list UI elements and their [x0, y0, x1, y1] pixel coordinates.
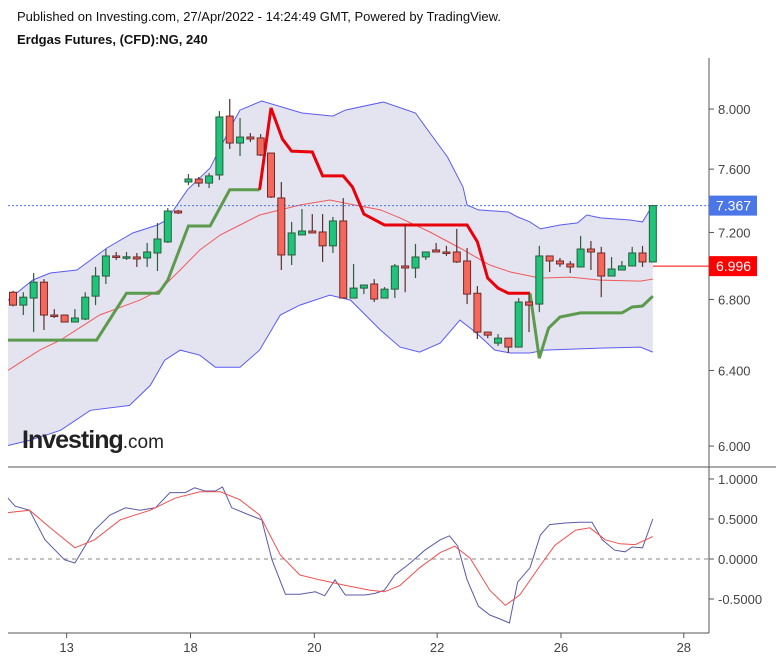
investing-logo: Investing.com [22, 426, 164, 454]
y-tick-label: 6.400 [718, 363, 751, 378]
x-tick-label: 28 [677, 640, 691, 655]
candle-up [628, 252, 637, 267]
candle-down [452, 251, 461, 263]
candle-down [308, 230, 317, 234]
osc-y-tick-label: 0.0000 [718, 552, 758, 567]
candle-down [442, 251, 451, 254]
candle-up [297, 230, 306, 236]
candle-down [225, 115, 234, 144]
chart-title: Erdgas Futures, (CFD):NG, 240 [17, 32, 208, 47]
y-tick-label: 7.200 [718, 225, 751, 240]
last-price-badge [709, 195, 757, 216]
candle-down [39, 281, 48, 316]
supertrend-down-line [258, 107, 530, 295]
last-price-label: 7.367 [716, 198, 751, 214]
candle-up [19, 296, 28, 306]
candle-up [91, 275, 100, 297]
candle-up [122, 256, 131, 259]
candle-up [29, 281, 38, 299]
osc-y-tick-label: -0.5000 [718, 592, 762, 607]
supertrend-up-line [8, 188, 260, 342]
marker-price-badge [709, 256, 757, 277]
candle-up [421, 251, 430, 258]
x-tick-label: 13 [59, 640, 73, 655]
candle-up [184, 178, 193, 183]
candle-up [143, 251, 152, 259]
candle-up [328, 220, 337, 247]
candle-up [236, 136, 245, 144]
candle-up [648, 205, 657, 263]
bollinger-upper-line [7, 100, 654, 301]
candle-down [256, 137, 265, 156]
candle-up [81, 296, 90, 320]
candle-up [349, 287, 358, 299]
candle-down [267, 152, 275, 198]
candle-down [483, 331, 492, 336]
x-tick-label: 22 [430, 640, 444, 655]
candle-down [9, 291, 17, 306]
y-tick-label: 6.000 [718, 439, 751, 454]
candle-down [432, 249, 441, 253]
candle-down [50, 314, 59, 318]
published-note: Published on Investing.com, 27/Apr/2022 … [17, 9, 501, 24]
candle-down [60, 314, 69, 323]
candle-up [70, 317, 79, 323]
candle-down [112, 255, 121, 258]
osc-y-tick-label: 0.5000 [718, 512, 758, 527]
y-tick-label: 7.600 [718, 162, 751, 177]
candle-up [205, 175, 214, 184]
candle-down [174, 210, 183, 214]
candle-up [101, 255, 110, 277]
candle-down [370, 283, 379, 300]
candle-down [401, 265, 410, 269]
bollinger-band-fill [8, 101, 653, 446]
osc-y-tick-label: 1.0000 [718, 472, 758, 487]
candle-up [287, 232, 296, 256]
oscillator-signal-line [7, 491, 654, 607]
candle-up [153, 238, 162, 254]
candle-up [390, 265, 399, 290]
candle-down [318, 231, 327, 247]
candle-down [277, 197, 286, 256]
candle-up [576, 248, 585, 268]
candle-down [194, 178, 203, 184]
marker-price-label: 6.996 [716, 258, 751, 274]
candle-up [359, 284, 368, 289]
y-tick-label: 8.000 [718, 102, 751, 117]
candle-up [607, 268, 616, 277]
x-tick-label: 26 [554, 640, 568, 655]
candle-down [246, 136, 255, 140]
x-tick-label: 20 [307, 640, 321, 655]
candle-up [380, 288, 389, 299]
candle-down [463, 260, 472, 295]
candle-up [163, 210, 172, 243]
candle-up [514, 301, 523, 348]
candle-down [473, 292, 482, 333]
candle-down [504, 337, 513, 348]
candle-down [525, 301, 533, 306]
y-tick-label: 6.800 [718, 292, 751, 307]
bollinger-lower-line [7, 294, 653, 446]
candle-down [555, 260, 564, 265]
candle-up [617, 265, 626, 271]
candle-down [132, 256, 141, 260]
candle-up [494, 337, 503, 344]
candle-down [638, 252, 647, 263]
candle-up [535, 255, 544, 305]
candle-up [215, 116, 224, 176]
candle-down [597, 252, 606, 277]
oscillator-main-line [7, 486, 654, 624]
candle-down [566, 263, 575, 268]
candle-up [411, 256, 420, 269]
candle-down [339, 220, 348, 299]
x-tick-label: 18 [183, 640, 197, 655]
candle-down [545, 255, 554, 262]
candle-down [586, 248, 595, 253]
supertrend-up-line [528, 292, 654, 359]
